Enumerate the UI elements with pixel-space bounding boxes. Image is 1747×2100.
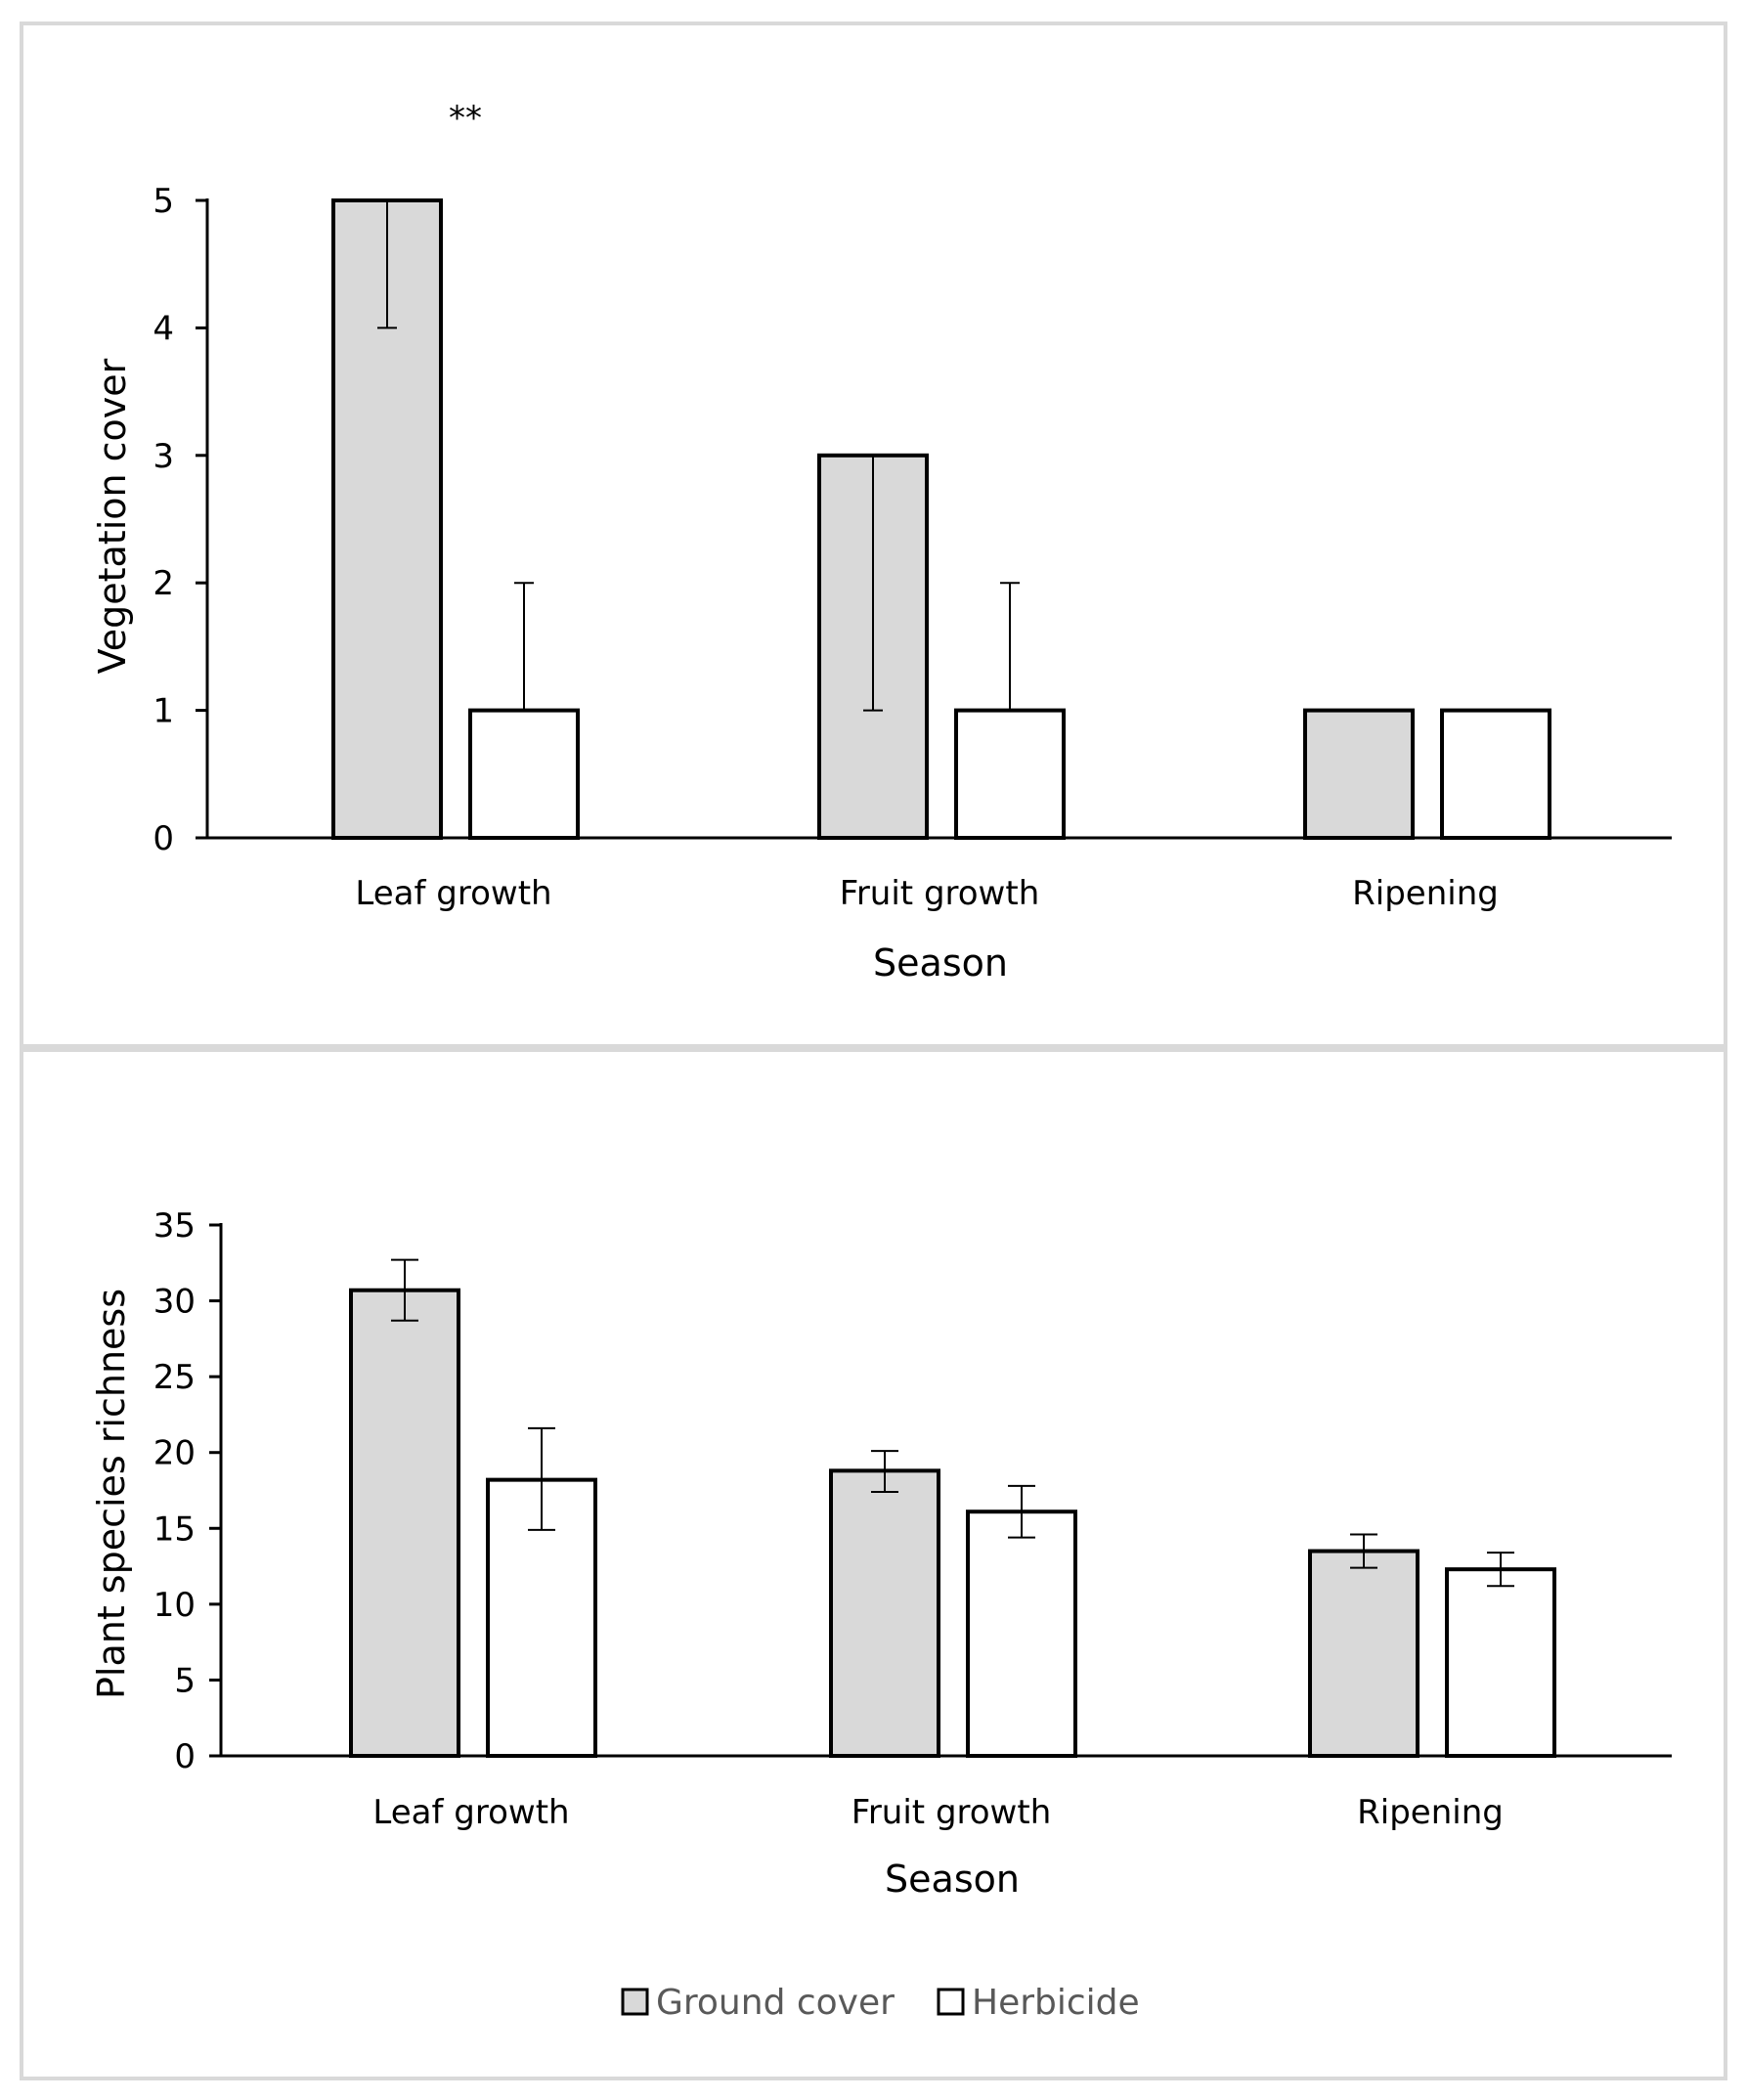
bar-herbicide [468,708,580,840]
chart-marks: 0 5 10 15 20 25 30 35 Leaf growth Fruit growth Rip… [153,1206,1672,1832]
bar-ground-cover [1303,708,1415,840]
error-bar-herbicide [514,582,534,712]
y-tick-label: 5 [153,182,174,221]
error-bar-ground-cover [377,199,397,329]
y-tick-label: 35 [153,1206,196,1246]
y-tick-label: 4 [153,309,174,348]
legend: Ground cover Herbicide [621,1983,1140,2023]
error-bar-ground-cover [863,454,883,712]
category-label: Leaf growth [355,874,551,913]
vegetation-cover-chart: 0 1 2 3 4 5 Leaf growth Fruit growth Ripening **… [91,99,1672,984]
category-label: Fruit growth [840,874,1040,913]
plant-species-richness-chart: 0 5 10 15 20 25 30 35 Leaf growth Fruit growth Rip… [90,1206,1672,1901]
y-tick-label: 2 [153,564,174,603]
y-tick-label: 15 [153,1509,196,1549]
y-tick-label: 10 [153,1586,196,1625]
error-bar-ground-cover [391,1258,418,1322]
y-tick-label: 0 [174,1737,196,1776]
y-tick-label: 20 [153,1434,196,1473]
bar-herbicide [966,1509,1077,1758]
error-bar-herbicide [528,1426,555,1531]
error-bar-herbicide [1008,1484,1035,1539]
error-bar-herbicide [1487,1552,1514,1588]
error-bar-ground-cover [1350,1533,1377,1569]
y-tick-label: 0 [153,819,174,858]
category-label: Leaf growth [372,1793,569,1832]
y-tick-label: 3 [153,437,174,476]
category-label: Ripening [1352,874,1499,913]
x-axis-title: Season [885,1858,1020,1901]
bar-herbicide [1445,1567,1556,1759]
error-bar-herbicide [1000,582,1020,712]
category-label: Fruit growth [852,1793,1052,1832]
y-tick-label: 25 [153,1358,196,1397]
legend-label-herbicide: Herbicide [972,1983,1140,2023]
bar-ground-cover [1308,1549,1419,1758]
bar-herbicide [954,708,1066,840]
significance-annotation: ** [449,99,482,138]
error-bar-ground-cover [871,1450,898,1494]
bar-ground-cover [829,1468,940,1758]
legend-swatch-herbicide [937,1988,965,2016]
chart-marks: 0 1 2 3 4 5 Leaf growth Fruit growth Ripening [153,182,1672,913]
y-tick-label: 1 [153,692,174,731]
y-axis-title: Vegetation cover [91,358,134,674]
legend-swatch-ground-cover [621,1988,649,2016]
y-tick-label: 30 [153,1283,196,1322]
x-axis-title: Season [873,941,1008,984]
bar-ground-cover [349,1288,460,1758]
legend-label-ground-cover: Ground cover [656,1983,895,2023]
y-axis-title: Plant species richness [90,1289,133,1699]
bar-herbicide [1440,708,1551,840]
y-tick-label: 5 [174,1661,196,1700]
category-label: Ripening [1357,1793,1504,1832]
